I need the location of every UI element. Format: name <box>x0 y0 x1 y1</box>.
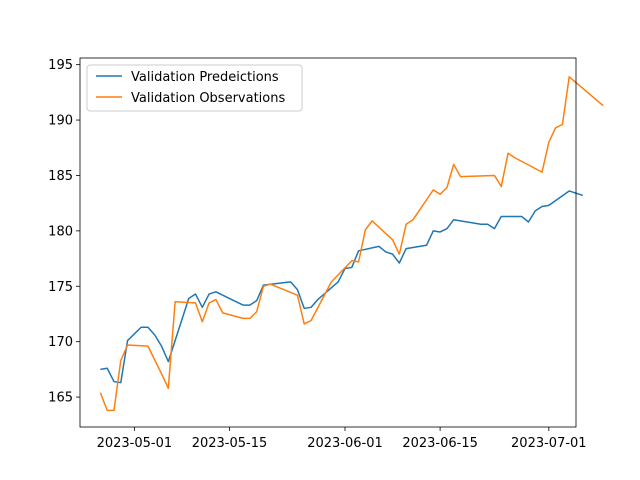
y-tick-label: 190 <box>48 114 73 129</box>
x-axis: 2023-05-01 2023-05-15 2023-06-01 2023-06-15… <box>97 427 587 451</box>
x-tick-label: 2023-06-15 <box>402 436 478 451</box>
legend: Validation Predeictions Validation Observ… <box>86 64 303 112</box>
y-tick-label: 175 <box>48 280 73 295</box>
y-tick-label: 195 <box>48 58 73 73</box>
x-tick-label: 2023-05-01 <box>97 436 173 451</box>
series-line-0 <box>100 190 584 384</box>
y-tick-label: 165 <box>48 391 73 406</box>
x-tick-label: 2023-06-01 <box>307 436 383 451</box>
legend-label-0: Validation Predeictions <box>131 70 279 85</box>
y-axis: 165 170 175 180 185 190 195 <box>48 58 80 406</box>
y-tick-label: 185 <box>48 169 73 184</box>
x-tick-label: 2023-07-01 <box>511 436 587 451</box>
plot-lines <box>99 76 604 412</box>
legend-box <box>86 64 303 112</box>
y-tick-label: 170 <box>48 335 73 350</box>
series-line-1 <box>99 76 604 412</box>
x-tick-label: 2023-05-15 <box>192 436 268 451</box>
plot-frame <box>79 57 577 428</box>
y-tick-label: 180 <box>48 224 73 239</box>
legend-label-1: Validation Observations <box>131 91 285 106</box>
